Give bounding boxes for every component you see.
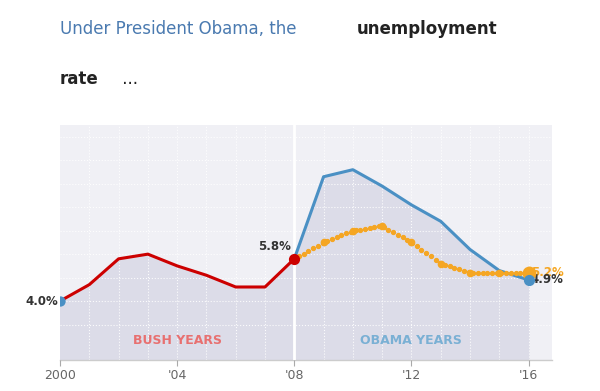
Text: 5.2%: 5.2%: [531, 266, 563, 280]
Text: 4.0%: 4.0%: [26, 294, 59, 308]
Text: Under President Obama, the: Under President Obama, the: [60, 20, 302, 38]
Text: BUSH YEARS: BUSH YEARS: [133, 334, 221, 348]
Text: unemployment: unemployment: [357, 20, 497, 38]
Point: [524, 277, 533, 283]
Point: [55, 298, 65, 304]
Text: OBAMA YEARS: OBAMA YEARS: [361, 334, 463, 348]
Point: [524, 270, 533, 276]
Text: 5.8%: 5.8%: [259, 240, 292, 253]
Point: [289, 256, 299, 262]
Text: rate: rate: [60, 70, 99, 88]
Text: ...: ...: [117, 70, 138, 88]
Text: 4.9%: 4.9%: [531, 273, 564, 287]
